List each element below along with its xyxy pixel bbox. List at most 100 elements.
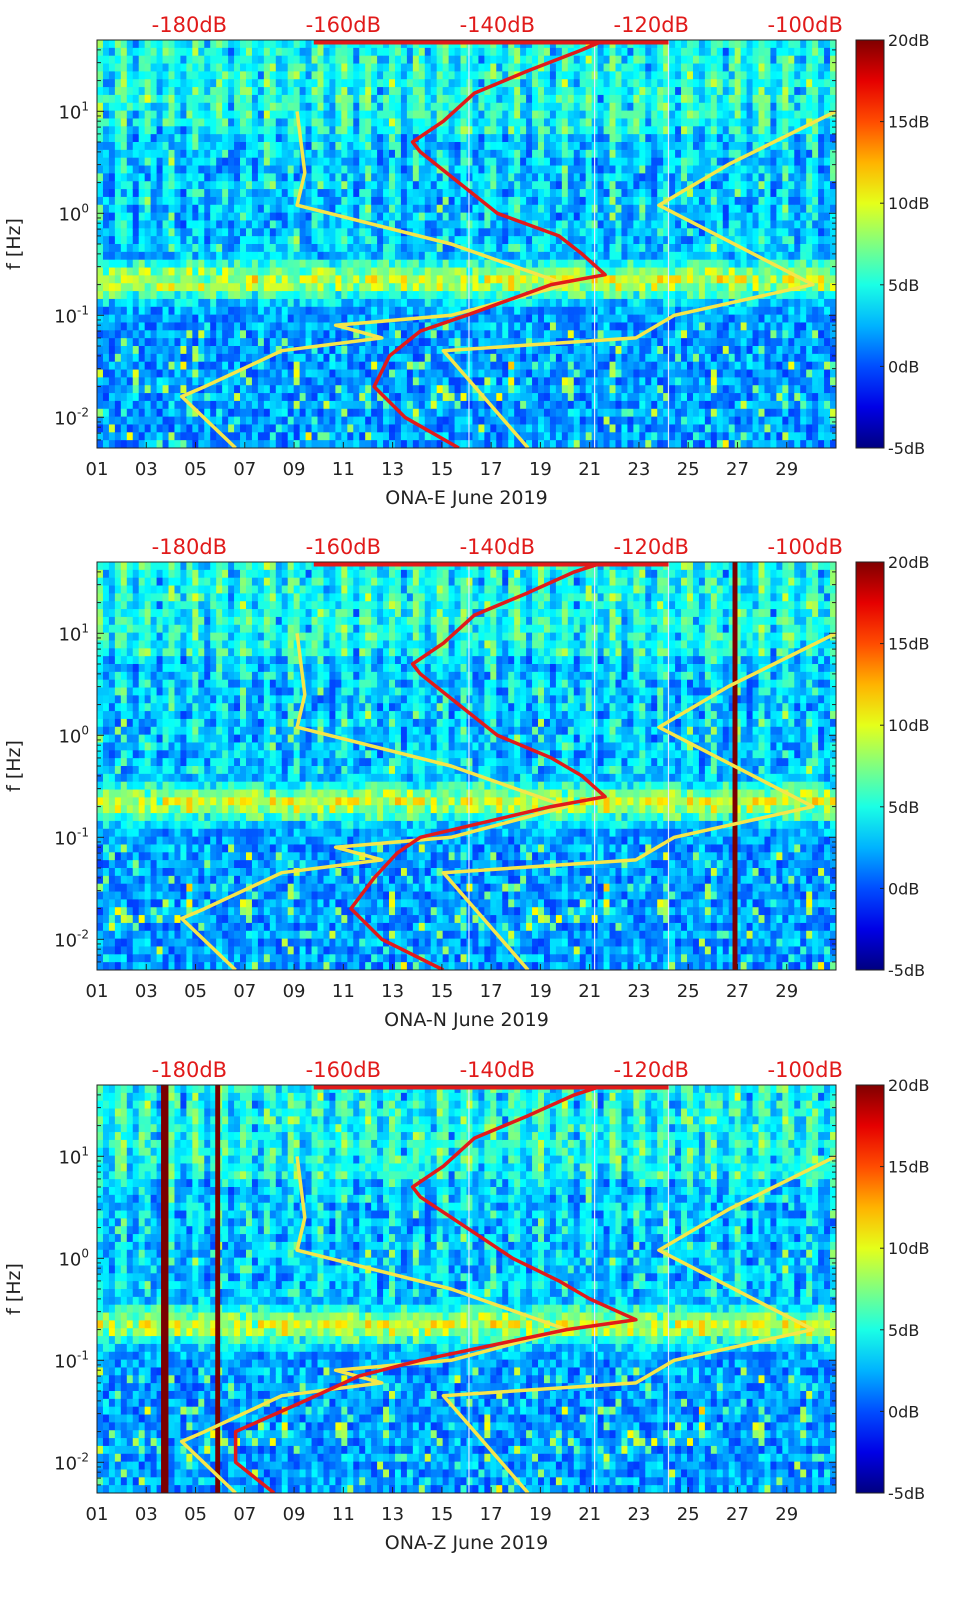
heatmap-cell	[251, 346, 259, 355]
heatmap-cell	[573, 314, 581, 324]
heatmap-cell	[353, 212, 360, 222]
heatmap-cell	[490, 228, 497, 237]
heatmap-cell	[400, 204, 408, 214]
heatmap-cell	[639, 291, 646, 300]
heatmap-cell	[657, 251, 664, 261]
heatmap-cell	[168, 204, 176, 214]
heatmap-cell	[573, 361, 581, 371]
heatmap-cell	[377, 377, 384, 386]
heatmap-cell	[114, 244, 122, 253]
heatmap-cell	[621, 314, 629, 324]
heatmap-cell	[657, 385, 664, 394]
heatmap-cell	[448, 244, 456, 253]
heatmap-cell	[508, 173, 515, 182]
heatmap-cell	[371, 134, 378, 143]
heatmap-cell	[514, 228, 521, 237]
heatmap-cell	[257, 236, 265, 245]
heatmap-cell	[251, 424, 259, 433]
heatmap-cell	[108, 149, 116, 159]
heatmap-cell	[156, 157, 164, 167]
heatmap-cell	[508, 196, 515, 206]
heatmap-cell	[436, 361, 444, 371]
heatmap-cell	[108, 251, 116, 261]
heatmap-cell	[275, 377, 283, 386]
heatmap-cell	[633, 314, 640, 324]
heatmap-cell	[603, 173, 611, 182]
heatmap-cell	[412, 157, 420, 167]
heatmap-cell	[299, 189, 307, 198]
heatmap-cell	[651, 212, 658, 222]
heatmap-cell	[299, 385, 307, 394]
heatmap-cell	[543, 94, 551, 104]
heatmap-cell	[281, 236, 289, 245]
heatmap-cell	[335, 251, 342, 261]
heatmap-cell	[299, 393, 307, 402]
heatmap-cell	[543, 196, 551, 206]
heatmap-cell	[627, 126, 634, 135]
heatmap-cell	[186, 298, 193, 308]
heatmap-cell	[526, 102, 533, 112]
heatmap-cell	[377, 181, 384, 190]
heatmap-cell	[538, 432, 545, 441]
heatmap-cell	[478, 416, 485, 426]
heatmap-cell	[251, 314, 259, 324]
heatmap-cell	[663, 275, 670, 284]
heatmap-cell	[514, 204, 521, 214]
heatmap-cell	[472, 102, 480, 112]
heatmap-cell	[138, 306, 146, 316]
heatmap-cell	[162, 424, 170, 433]
heatmap-cell	[383, 87, 390, 96]
heatmap-cell	[573, 71, 581, 80]
heatmap-cell	[228, 377, 235, 386]
heatmap-cell	[377, 338, 384, 347]
heatmap-cell	[371, 251, 378, 261]
heatmap-cell	[198, 275, 205, 284]
heatmap-cell	[329, 244, 336, 253]
heatmap-cell	[430, 377, 438, 386]
heatmap-cell	[192, 291, 199, 300]
heatmap-cell	[359, 55, 366, 65]
heatmap-cell	[245, 338, 253, 347]
heatmap-cell	[496, 236, 503, 245]
heatmap-cell	[102, 353, 110, 363]
heatmap-cell	[299, 424, 307, 433]
heatmap-cell	[520, 79, 527, 88]
heatmap-cell	[299, 377, 307, 386]
heatmap-cell	[496, 142, 503, 151]
heatmap-cell	[108, 196, 116, 206]
heatmap-cell	[448, 393, 456, 402]
heatmap-cell	[245, 165, 253, 174]
heatmap-cell	[585, 275, 593, 284]
heatmap-cell	[549, 314, 557, 324]
heatmap-cell	[466, 196, 474, 206]
heatmap-cell	[353, 134, 360, 143]
heatmap-cell	[335, 298, 342, 308]
heatmap-cell	[484, 306, 491, 316]
heatmap-cell	[365, 189, 372, 198]
heatmap-cell	[240, 353, 247, 363]
heatmap-cell	[657, 47, 664, 57]
heatmap-cell	[97, 71, 104, 80]
heatmap-cell	[263, 40, 271, 49]
heatmap-cell	[400, 385, 408, 394]
heatmap-cell	[234, 63, 241, 72]
heatmap-cell	[484, 63, 491, 72]
heatmap-cell	[293, 71, 301, 80]
heatmap-cell	[311, 94, 319, 104]
heatmap-cell	[359, 118, 366, 127]
heatmap-cell	[466, 181, 474, 190]
heatmap-cell	[216, 189, 223, 198]
heatmap-cell	[454, 149, 462, 159]
heatmap-cell	[114, 55, 122, 65]
heatmap-cell	[162, 432, 170, 441]
heatmap-cell	[323, 385, 331, 394]
heatmap-cell	[180, 236, 187, 245]
heatmap-cell	[514, 212, 521, 222]
heatmap-cell	[412, 408, 420, 418]
heatmap-cell	[371, 244, 378, 253]
heatmap-cell	[514, 47, 521, 57]
heatmap-cell	[555, 79, 563, 88]
heatmap-cell	[156, 393, 164, 402]
heatmap-cell	[543, 361, 551, 371]
heatmap-cell	[216, 291, 223, 300]
